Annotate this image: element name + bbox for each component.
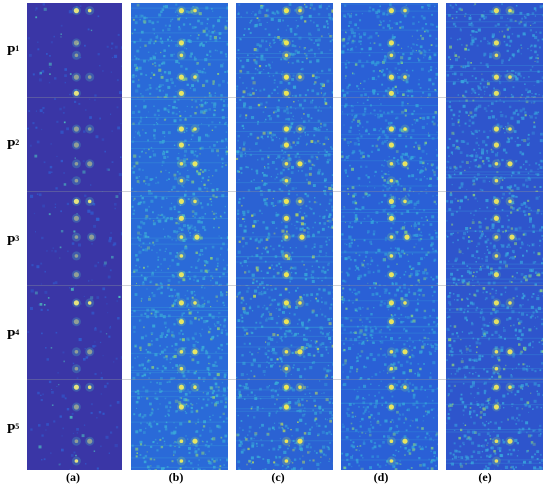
column-label-d: (d) — [373, 470, 389, 484]
panel-d-row4 — [341, 286, 438, 380]
row-divider — [27, 379, 543, 380]
row-divider — [27, 97, 543, 98]
panel-a-row1 — [27, 3, 122, 98]
panel-d-row3 — [341, 192, 438, 286]
panel-a-row5 — [27, 380, 122, 470]
column-label-c: (c) — [271, 470, 285, 484]
panel-b-row5 — [131, 380, 228, 470]
panel-b-row4 — [131, 286, 228, 380]
row-label-p3: P3 — [6, 234, 20, 249]
panel-c-row4 — [236, 286, 333, 380]
panel-c-row3 — [236, 192, 333, 286]
row-label-p1: P1 — [6, 44, 20, 59]
column-label-e: (e) — [478, 470, 492, 484]
panel-c-row5 — [236, 380, 333, 470]
row-divider — [27, 285, 543, 286]
row-label-p5: P5 — [6, 422, 20, 437]
row-label-p4: P4 — [6, 328, 20, 343]
panel-d-row5 — [341, 380, 438, 470]
panel-a-row4 — [27, 286, 122, 380]
row-label-p2: P2 — [6, 138, 20, 153]
panel-e-row3 — [446, 192, 543, 286]
panel-a-row3 — [27, 192, 122, 286]
panel-e-row5 — [446, 380, 543, 470]
panel-b-row1 — [131, 3, 228, 98]
panel-e-row1 — [446, 3, 543, 98]
column-label-a: (a) — [66, 470, 80, 484]
panel-b-row3 — [131, 192, 228, 286]
panel-a-row2 — [27, 98, 122, 192]
panel-b-row2 — [131, 98, 228, 192]
panel-e-row4 — [446, 286, 543, 380]
row-divider — [27, 191, 543, 192]
panel-d-row1 — [341, 3, 438, 98]
panel-c-row1 — [236, 3, 333, 98]
panel-e-row2 — [446, 98, 543, 192]
column-label-b: (b) — [168, 470, 184, 484]
panel-d-row2 — [341, 98, 438, 192]
panel-c-row2 — [236, 98, 333, 192]
